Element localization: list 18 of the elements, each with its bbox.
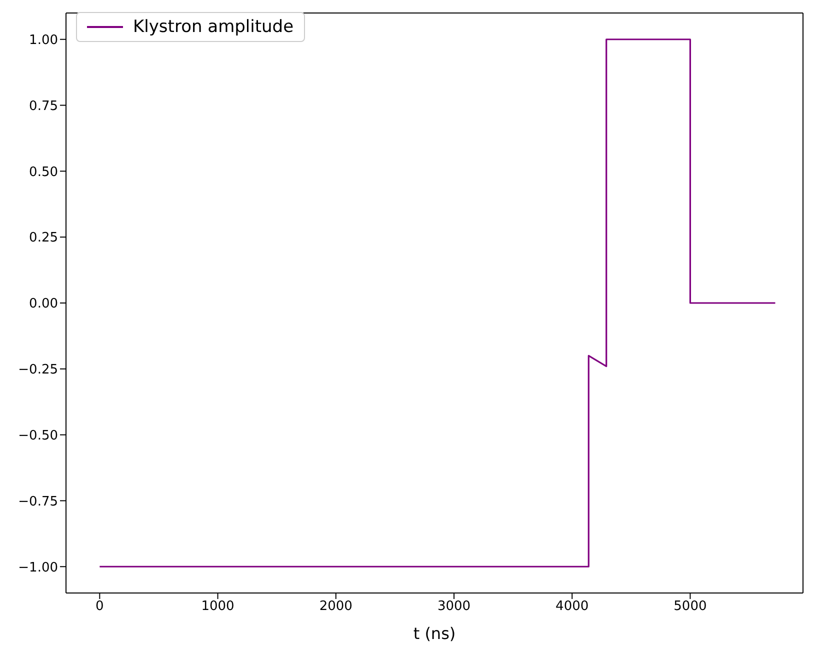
y-tick-label: 0.25	[29, 230, 58, 246]
y-tick-label: 0.75	[29, 98, 58, 114]
y-tick-label: 1.00	[29, 32, 58, 48]
x-tick-label: 4000	[556, 599, 589, 614]
y-tick-label: −0.50	[18, 428, 58, 444]
line-series	[98, 38, 776, 568]
x-tick-label: 2000	[319, 599, 352, 614]
y-tick-label: −0.25	[18, 362, 58, 378]
y-tick-label: −0.75	[18, 494, 58, 510]
legend-label: Klystron amplitude	[133, 17, 294, 37]
x-tick-label: 5000	[674, 599, 707, 614]
y-tick-label: 0.50	[29, 164, 58, 180]
x-tick-label: 0	[96, 599, 104, 614]
x-axis-title: t (ns)	[413, 624, 456, 643]
x-tick-label: 1000	[201, 599, 234, 614]
y-tick-label: −1.00	[18, 560, 58, 576]
y-tick-label: 0.00	[29, 296, 58, 312]
x-tick-label: 3000	[437, 599, 471, 614]
